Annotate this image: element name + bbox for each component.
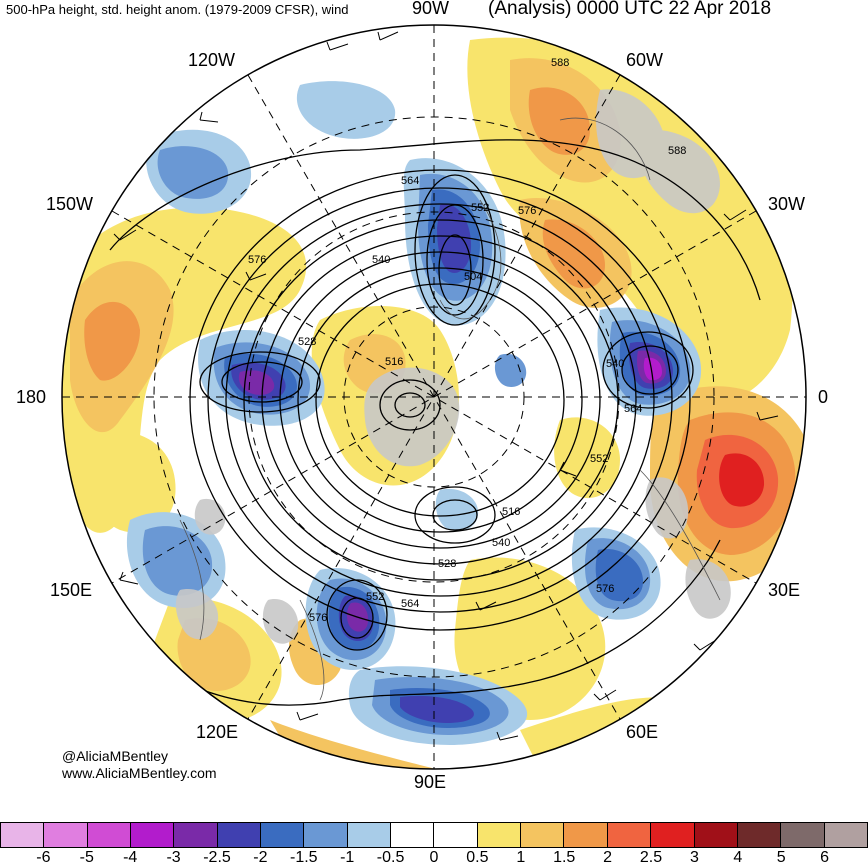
height-contours: [89, 139, 761, 706]
colorbar-tick: -3: [166, 849, 181, 866]
contour-label: 564: [401, 175, 419, 187]
polar-stereographic-map: 588 588 576 564 552 540 504 528 516 540 …: [61, 24, 807, 770]
colorbar-tick: 1: [516, 849, 526, 866]
credit-handle: @AliciaMBentley: [62, 748, 169, 764]
colorbar-swatch: [347, 822, 392, 848]
colorbar-swatch: [781, 822, 825, 848]
contour-value-labels: 588 588 576 564 552 540 504 528 516 540 …: [248, 57, 686, 624]
colorbar-swatch: [391, 822, 435, 848]
colorbar-tick: 5: [776, 849, 786, 866]
colorbar-tick: -0.5: [376, 849, 405, 866]
credit-website: www.AliciaMBentley.com: [62, 765, 217, 781]
contour-label: 564: [624, 403, 642, 415]
contour-label: 576: [248, 254, 266, 266]
colorbar-tick: 2: [603, 849, 613, 866]
map-subtitle: 500-hPa height, std. height anom. (1979-…: [6, 2, 349, 17]
longitude-label-150e: 150E: [50, 580, 93, 600]
contour-label: 576: [596, 583, 614, 595]
colorbar-swatch: [261, 822, 305, 848]
contour-label: 588: [551, 57, 569, 69]
contour-label: 588: [668, 145, 686, 157]
colorbar-swatch: [824, 822, 868, 848]
contour-label: 564: [401, 598, 419, 610]
colorbar-swatch: [131, 822, 175, 848]
colorbar-swatch: [694, 822, 738, 848]
colorbar-swatch: [607, 822, 652, 848]
longitude-label-120e: 120E: [196, 722, 239, 742]
contour-label: 552: [590, 453, 608, 465]
longitude-label-120w: 120W: [188, 50, 236, 70]
colorbar-tick: -2: [253, 849, 268, 866]
longitude-label-60w: 60W: [626, 50, 664, 70]
map-boundary: [61, 24, 807, 770]
longitude-label-90e: 90E: [414, 772, 447, 792]
colorbar-swatch: [434, 822, 478, 848]
colorbar-swatch: [521, 822, 565, 848]
contour-label: 552: [366, 591, 384, 603]
longitude-label-90w: 90W: [412, 0, 450, 18]
colorbar-swatch: [44, 822, 88, 848]
colorbar-swatch: [304, 822, 348, 848]
contour-label: 552: [471, 202, 489, 214]
colorbar-tick: 0.5: [466, 849, 489, 866]
graticule: [62, 25, 806, 769]
contour-label: 540: [372, 254, 390, 266]
colorbar-tick: 6: [820, 849, 830, 866]
colorbar-tick: 0: [429, 849, 439, 866]
colorbar-swatch: [217, 822, 262, 848]
colorbar-swatch: [174, 822, 218, 848]
colorbar-tick: 3: [689, 849, 699, 866]
contour-label: 576: [309, 612, 327, 624]
colorbar-tick: -2.5: [203, 849, 231, 866]
colorbar-swatch: [87, 822, 132, 848]
map-title: (Analysis) 0000 UTC 22 Apr 2018: [488, 0, 772, 19]
colorbar-tick: 4: [733, 849, 743, 866]
contour-label: 516: [385, 356, 403, 368]
longitude-label-60e: 60E: [626, 722, 659, 742]
colorbar-swatch: [737, 822, 782, 848]
contour-label: 528: [298, 336, 316, 348]
longitude-label-0: 0: [818, 387, 829, 407]
anomaly-colorbar: [0, 822, 868, 848]
contour-label: 576: [518, 205, 536, 217]
colorbar-tick-labels: -6 -5 -4 -3 -2.5 -2 -1.5 -1 -0.5 0 0.5 1 1.5 2 2.5 3 4 5 6: [0, 849, 868, 866]
longitude-label-30w: 30W: [768, 194, 806, 214]
colorbar-swatch: [651, 822, 695, 848]
colorbar-tick: -4: [123, 849, 138, 866]
colorbar-tick: 1.5: [553, 849, 576, 866]
colorbar-swatch: [477, 822, 522, 848]
colorbar-swatch: [0, 822, 45, 848]
contour-label: 540: [492, 537, 510, 549]
contour-label: 540: [606, 358, 624, 370]
contour-label: 528: [438, 558, 456, 570]
colorbar-swatch: [564, 822, 608, 848]
colorbar-tick: -6: [36, 849, 51, 866]
contour-label: 516: [502, 506, 520, 518]
contour-label: 504: [464, 271, 482, 283]
colorbar-tick: -5: [79, 849, 94, 866]
colorbar-tick: -1.5: [290, 849, 318, 866]
longitude-label-150w: 150W: [46, 194, 94, 214]
colorbar-tick: 2.5: [639, 849, 663, 866]
colorbar-tick: -1: [340, 849, 355, 866]
longitude-label-30e: 30E: [768, 580, 801, 600]
longitude-label-180: 180: [16, 387, 47, 407]
